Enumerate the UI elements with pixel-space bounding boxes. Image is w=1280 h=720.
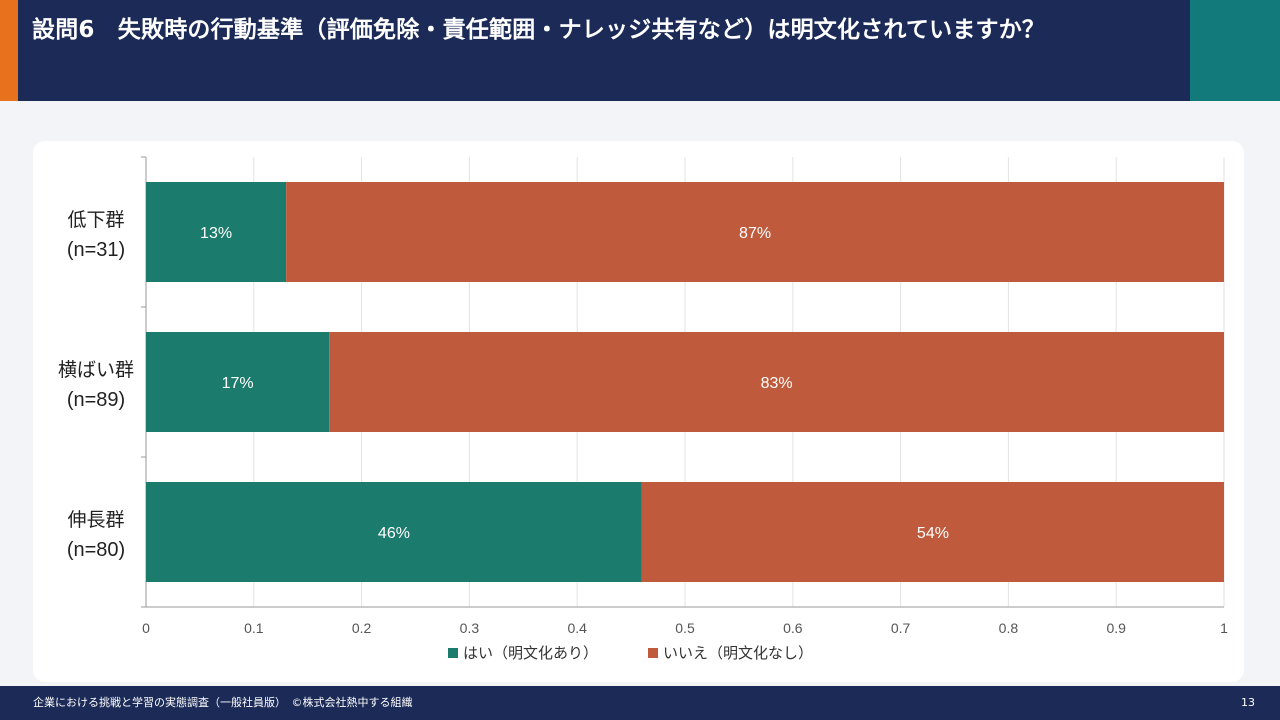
bar-data-label: 87%	[739, 225, 771, 242]
category-sample-size: (n=31)	[67, 239, 125, 261]
x-tick-label: 0.4	[567, 620, 587, 636]
bar-data-label: 13%	[200, 225, 232, 242]
bar-data-label: 17%	[222, 375, 254, 392]
bar-segment	[146, 182, 287, 282]
bar-data-label: 46%	[378, 525, 410, 542]
teal-accent-block	[1190, 0, 1280, 101]
x-tick-label: 0.8	[999, 620, 1019, 636]
slide-title: 設問6 失敗時の行動基準（評価免除・責任範囲・ナレッジ共有など）は明文化されてい…	[32, 17, 1046, 43]
bar-segment	[146, 332, 330, 432]
legend-swatch	[648, 648, 658, 658]
x-tick-label: 0.2	[352, 620, 372, 636]
legend-swatch	[448, 648, 458, 658]
bar-segment	[329, 332, 1224, 432]
x-tick-label: 0.1	[244, 620, 264, 636]
x-tick-label: 0.5	[675, 620, 695, 636]
x-tick-label: 1	[1220, 620, 1228, 636]
page-number: 13	[1241, 696, 1255, 709]
bar-segment	[146, 482, 642, 582]
x-tick-label: 0	[142, 620, 150, 636]
orange-accent-strip	[0, 0, 18, 101]
x-tick-label: 0.9	[1106, 620, 1126, 636]
x-tick-label: 0.3	[460, 620, 480, 636]
category-label: 低下群	[67, 209, 124, 231]
x-tick-label: 0.6	[783, 620, 803, 636]
header: 設問6 失敗時の行動基準（評価免除・責任範囲・ナレッジ共有など）は明文化されてい…	[0, 0, 1280, 101]
category-label: 横ばい群	[58, 359, 134, 381]
category-sample-size: (n=80)	[67, 539, 125, 561]
legend-entry: はい（明文化あり）	[463, 644, 598, 662]
bar-segment	[641, 482, 1224, 582]
category-label: 伸長群	[67, 509, 124, 531]
x-tick-label: 0.7	[891, 620, 911, 636]
bar-data-label: 83%	[761, 375, 793, 392]
footer-text: 企業における挑戦と学習の実態調査（一般社員版） ©株式会社熱中する組織	[33, 696, 413, 709]
category-sample-size: (n=89)	[67, 389, 125, 411]
bar-segment	[286, 182, 1224, 282]
bar-data-label: 54%	[917, 525, 949, 542]
footer: 企業における挑戦と学習の実態調査（一般社員版） ©株式会社熱中する組織 13	[0, 686, 1280, 720]
legend-entry: いいえ（明文化なし）	[663, 644, 813, 662]
